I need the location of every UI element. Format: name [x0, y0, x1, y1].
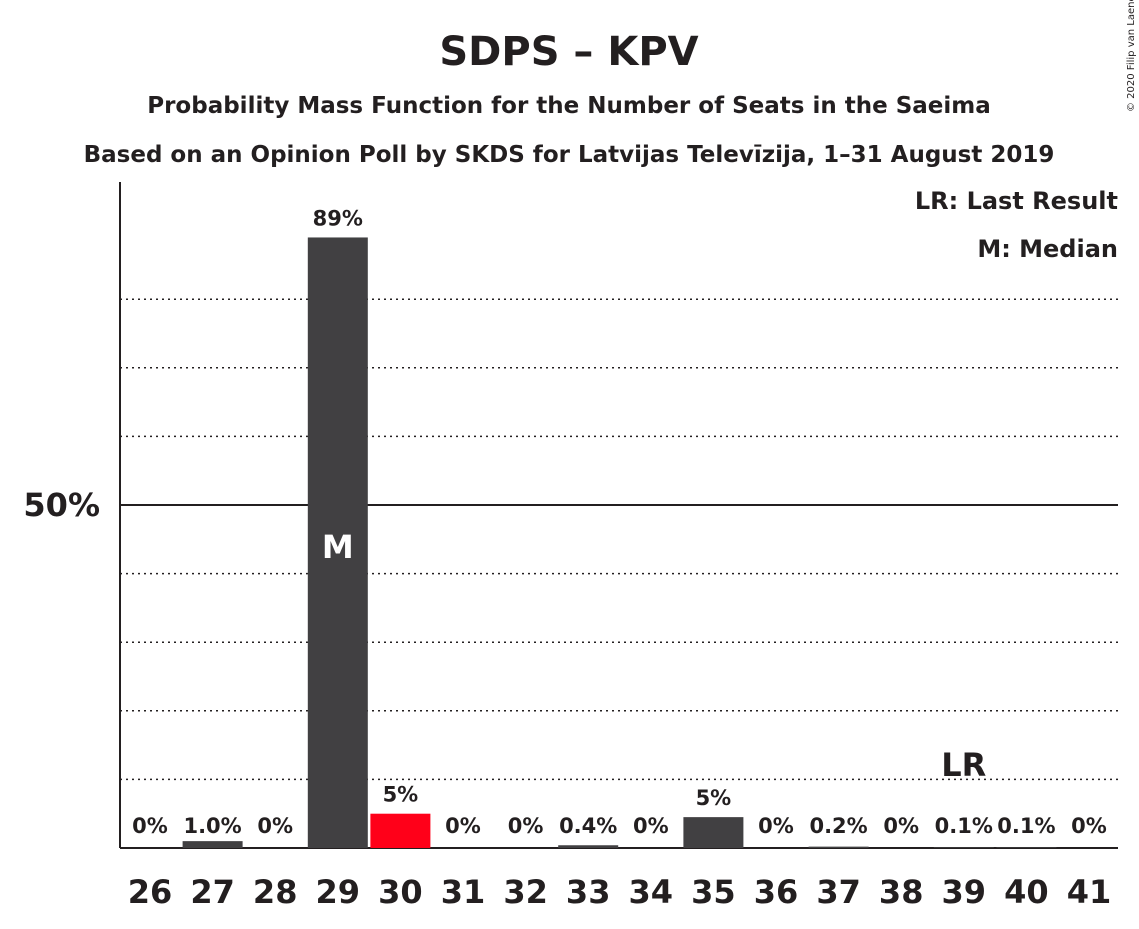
- data-label-seat-30: 5%: [383, 783, 419, 807]
- x-tick-36: 36: [754, 873, 799, 911]
- x-tick-41: 41: [1067, 873, 1112, 911]
- data-label-seat-34: 0%: [633, 814, 669, 838]
- legend-last-result: LR: Last Result: [915, 187, 1118, 215]
- median-marker: M: [322, 528, 354, 566]
- bar-seat-33: [558, 845, 619, 848]
- data-label-seat-29: 89%: [313, 206, 363, 230]
- bar-seat-29: [307, 237, 368, 848]
- x-tick-27: 27: [190, 873, 235, 911]
- data-label-seat-39: 0.1%: [935, 814, 993, 838]
- bar-seat-37: [808, 846, 869, 848]
- x-tick-33: 33: [566, 873, 611, 911]
- x-tick-28: 28: [253, 873, 298, 911]
- bar-seat-35: [683, 817, 744, 848]
- data-label-seat-40: 0.1%: [997, 814, 1055, 838]
- x-tick-32: 32: [503, 873, 548, 911]
- data-labels: 0% 1.0% 0% 89% 5% 0% 0% 0.4% 0% 5% 0% 0.2% 0% 0.1% 0.1…: [132, 206, 1107, 838]
- data-label-seat-27: 1.0%: [183, 814, 241, 838]
- x-tick-38: 38: [879, 873, 924, 911]
- bar-seat-27: [182, 841, 243, 848]
- x-tick-31: 31: [441, 873, 486, 911]
- x-tick-39: 39: [942, 873, 987, 911]
- x-tick-35: 35: [691, 873, 736, 911]
- last-result-marker: LR: [941, 746, 986, 784]
- data-label-seat-36: 0%: [758, 814, 794, 838]
- bar-seat-40: [996, 847, 1057, 848]
- x-tick-26: 26: [128, 873, 173, 911]
- x-tick-30: 30: [378, 873, 423, 911]
- data-label-seat-32: 0%: [508, 814, 544, 838]
- x-tick-34: 34: [629, 873, 674, 911]
- data-label-seat-26: 0%: [132, 814, 168, 838]
- copyright-text: © 2020 Filip van Laenen: [1126, 0, 1137, 112]
- chart-title: SDPS – KPV: [439, 29, 698, 75]
- data-label-seat-41: 0%: [1071, 814, 1107, 838]
- chart-subtitle: Probability Mass Function for the Number…: [147, 93, 991, 119]
- markers: M LR: [322, 528, 986, 784]
- chart-subtitle-poll: Based on an Opinion Poll by SKDS for Lat…: [84, 142, 1055, 168]
- bars: [182, 237, 1057, 848]
- x-tick-29: 29: [316, 873, 361, 911]
- bar-seat-30: [370, 813, 431, 848]
- x-tick-37: 37: [816, 873, 861, 911]
- y-tick-label-50: 50%: [23, 486, 100, 524]
- data-label-seat-28: 0%: [257, 814, 293, 838]
- x-tick-40: 40: [1004, 873, 1049, 911]
- bar-seat-39: [933, 847, 994, 848]
- data-label-seat-31: 0%: [445, 814, 481, 838]
- x-tick-labels: 26 27 28 29 30 31 32 33 34 35 36 37 38 39 40 41: [128, 873, 1112, 911]
- legend-median: M: Median: [977, 235, 1118, 263]
- data-label-seat-33: 0.4%: [559, 814, 617, 838]
- data-label-seat-35: 5%: [696, 786, 732, 810]
- data-label-seat-37: 0.2%: [809, 814, 867, 838]
- data-label-seat-38: 0%: [883, 814, 919, 838]
- gridlines: [120, 298, 1118, 781]
